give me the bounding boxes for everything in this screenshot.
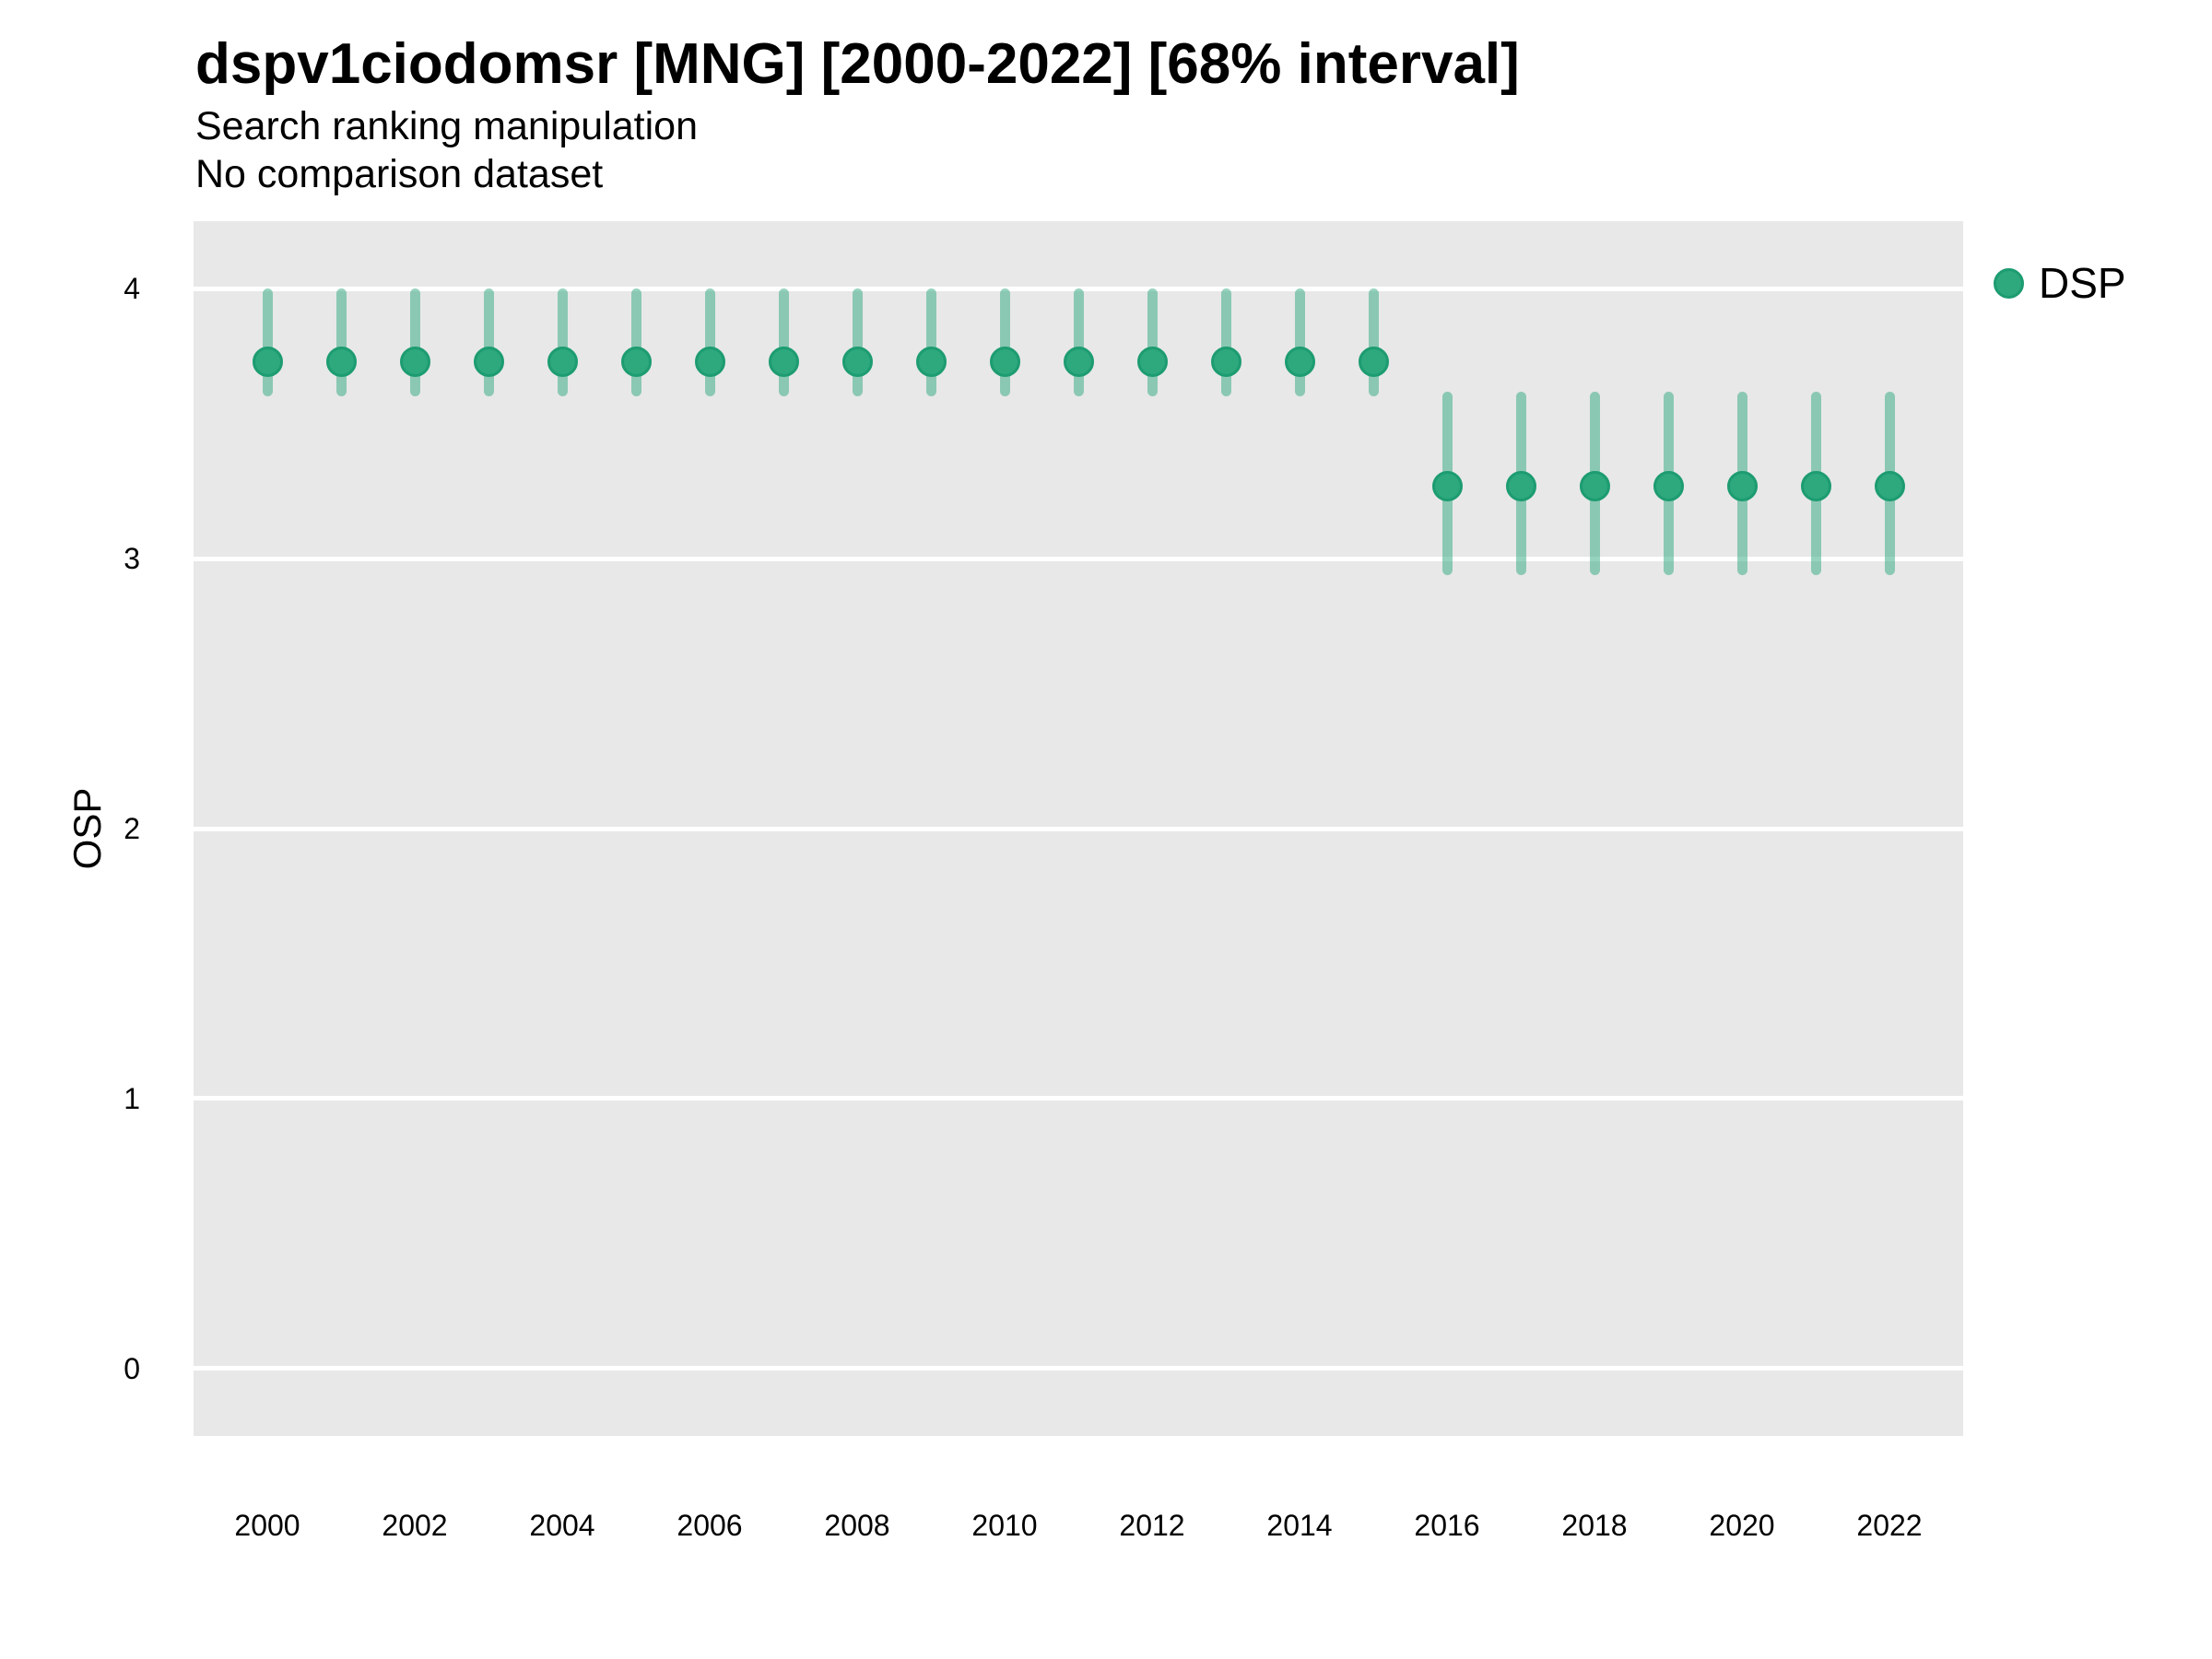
data-point [989,346,1020,377]
x-tick-label: 2020 [1709,1509,1775,1542]
interval-bar [1294,288,1305,397]
data-point [547,346,578,377]
y-tick-label: 1 [124,1081,140,1115]
data-point [620,346,652,377]
gridline-y-0 [194,1366,1963,1371]
data-point [1579,470,1610,501]
data-point [1874,470,1905,501]
data-point [1210,346,1241,377]
gridline-y-1 [194,1096,1963,1101]
x-tick-label: 2002 [382,1509,448,1542]
data-point [1505,470,1536,501]
interval-bar [852,288,863,397]
interval-bar [409,288,420,397]
legend-label: DSP [2039,259,2126,307]
interval-bar [1147,288,1158,397]
data-point [1136,346,1168,377]
x-tick-label: 2018 [1561,1509,1628,1542]
data-point [1284,346,1315,377]
data-point [473,346,504,377]
data-point [1063,346,1094,377]
x-tick-label: 2012 [1119,1509,1185,1542]
chart-caption-note: No comparison dataset [195,152,604,196]
x-tick-label: 2000 [234,1509,300,1542]
data-point [252,346,283,377]
data-point [1431,470,1463,501]
plot-panel [194,221,1963,1436]
interval-bar [630,288,641,397]
data-point [399,346,430,377]
gridline-y-2 [194,826,1963,831]
data-point [1726,470,1758,501]
x-tick-label: 2010 [971,1509,1038,1542]
interval-bar [1073,288,1084,397]
x-tick-label: 2004 [529,1509,595,1542]
data-point [1800,470,1831,501]
y-tick-label: 0 [124,1351,140,1385]
interval-bar [999,288,1010,397]
y-tick-label: 2 [124,812,140,845]
interval-bar [925,288,936,397]
data-point [325,346,357,377]
data-point [1358,346,1389,377]
interval-bar [704,288,715,397]
y-tick-label: 3 [124,542,140,576]
chart-title: dspv1ciodomsr [MNG] [2000-2022] [68% int… [195,32,1520,96]
data-point [694,346,725,377]
interval-bar [1220,288,1231,397]
interval-bar [557,288,568,397]
y-tick-label: 4 [124,272,140,306]
x-tick-label: 2008 [824,1509,890,1542]
chart-subtitle: Search ranking manipulation [195,104,698,148]
interval-bar [335,288,347,397]
x-tick-label: 2022 [1856,1509,1923,1542]
gridline-y-3 [194,556,1963,561]
x-tick-label: 2014 [1266,1509,1333,1542]
interval-bar [778,288,789,397]
x-tick-label: 2006 [677,1509,743,1542]
legend-point-icon [1994,267,2024,299]
x-tick-label: 2016 [1414,1509,1480,1542]
data-point [841,346,873,377]
data-point [915,346,947,377]
data-point [1653,470,1684,501]
interval-bar [1368,288,1379,397]
legend: DSP [1994,262,2126,304]
interval-bar [262,288,273,397]
interval-bar [483,288,494,397]
data-point [768,346,799,377]
